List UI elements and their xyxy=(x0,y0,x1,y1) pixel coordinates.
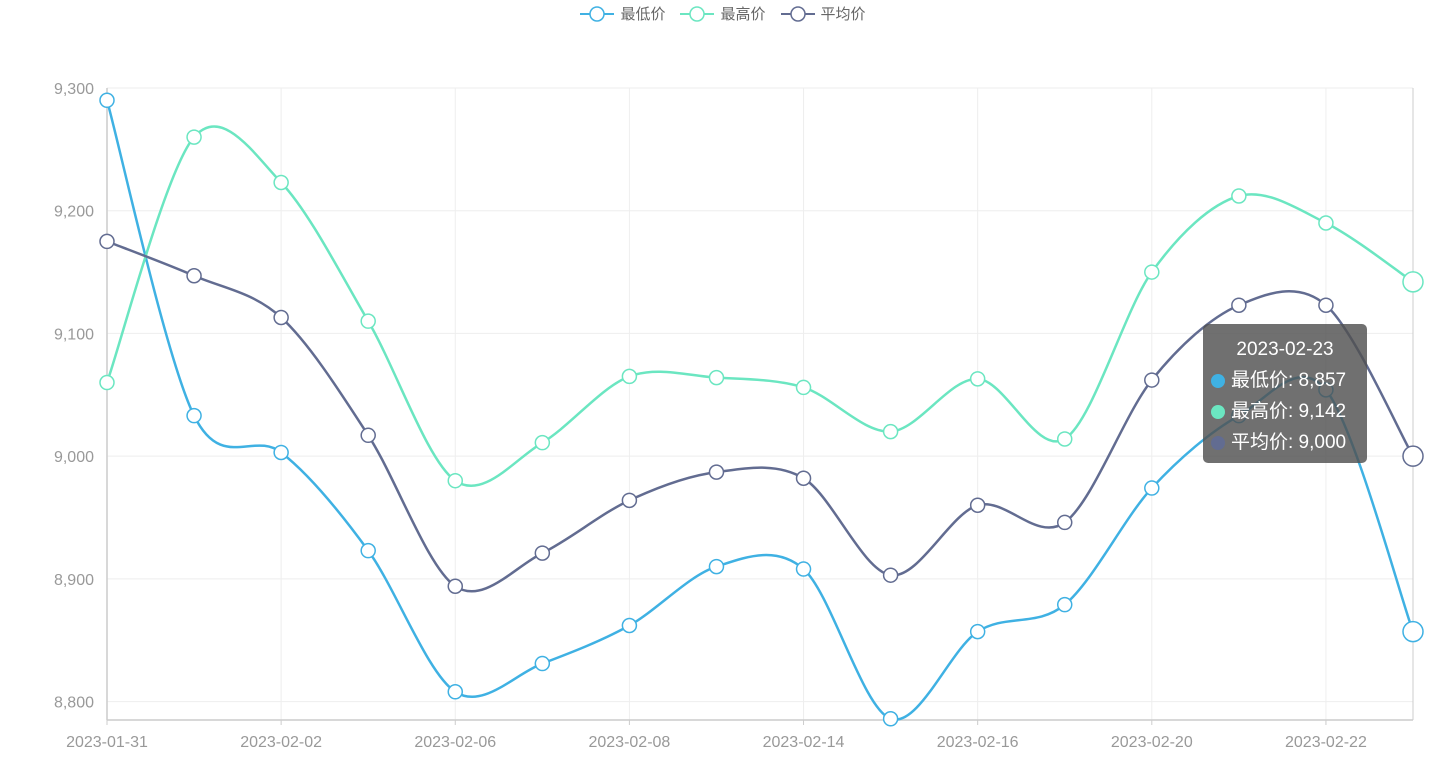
data-point xyxy=(1402,620,1424,643)
legend-line-icon xyxy=(580,5,615,22)
data-point xyxy=(99,233,115,250)
legend-line-icon xyxy=(680,5,715,22)
series-marker-icon xyxy=(1211,373,1225,388)
data-point xyxy=(1318,297,1334,313)
data-point xyxy=(969,623,986,640)
data-point xyxy=(447,578,464,594)
data-point xyxy=(621,617,638,634)
data-point xyxy=(273,444,289,461)
data-point xyxy=(795,379,812,396)
tooltip-row-label: 最高价: 9,142 xyxy=(1231,401,1347,422)
x-tick-label: 2023-02-20 xyxy=(1111,734,1193,751)
data-point xyxy=(534,655,551,672)
data-point xyxy=(447,684,464,700)
data-point xyxy=(1056,431,1073,447)
x-tick-label: 2023-01-31 xyxy=(66,734,148,751)
data-point xyxy=(1402,271,1424,293)
x-tick-label: 2023-02-14 xyxy=(763,734,845,751)
tooltip-row-avg: 平均价: 9,000 xyxy=(1211,427,1359,458)
data-point xyxy=(795,470,812,486)
x-tick-label: 2023-02-16 xyxy=(937,734,1019,751)
data-point xyxy=(1144,264,1160,280)
data-point xyxy=(1318,215,1334,231)
legend-item-avg[interactable]: 平均价 xyxy=(780,3,866,24)
legend-line-icon xyxy=(780,5,815,22)
legend-label: 最低价 xyxy=(620,6,666,23)
legend: 最低价 最高价 平均价 xyxy=(0,3,1445,24)
tooltip-row-max: 最高价: 9,142 xyxy=(1211,396,1359,427)
tooltip-row-label: 最低价: 8,857 xyxy=(1231,370,1347,391)
data-point xyxy=(273,309,289,326)
data-point xyxy=(99,92,115,109)
x-tick-label: 2023-02-02 xyxy=(240,734,322,751)
data-point xyxy=(186,129,202,145)
data-point xyxy=(708,369,725,386)
x-tick-label: 2023-02-22 xyxy=(1285,734,1367,751)
tooltip: 2023-02-23 最低价: 8,857 最高价: 9,142 平均价: 9,… xyxy=(1203,324,1367,463)
y-tick-label: 9,100 xyxy=(54,326,94,343)
data-point xyxy=(1144,480,1160,496)
data-point xyxy=(708,464,725,480)
data-point xyxy=(1231,188,1247,204)
y-tick-label: 9,200 xyxy=(54,204,94,221)
data-point xyxy=(360,313,376,329)
data-point xyxy=(360,542,376,559)
data-point xyxy=(273,174,289,191)
data-point xyxy=(1144,372,1160,388)
data-point xyxy=(1056,514,1073,531)
legend-item-min[interactable]: 最低价 xyxy=(579,3,665,24)
data-point xyxy=(1231,297,1247,313)
data-point xyxy=(534,545,551,561)
data-point xyxy=(795,561,812,577)
tooltip-row-min: 最低价: 8,857 xyxy=(1211,365,1359,396)
data-point xyxy=(186,407,202,424)
data-point xyxy=(360,427,376,444)
y-tick-label: 8,900 xyxy=(54,572,94,589)
y-tick-label: 9,000 xyxy=(54,449,94,466)
legend-item-max[interactable]: 最高价 xyxy=(679,3,766,24)
data-point xyxy=(969,371,986,387)
data-point xyxy=(708,558,725,575)
data-point xyxy=(447,472,464,489)
data-point xyxy=(186,268,202,284)
series-marker-icon xyxy=(1211,404,1225,419)
x-tick-label: 2023-02-08 xyxy=(588,734,670,751)
y-tick-label: 9,300 xyxy=(54,81,94,98)
data-point xyxy=(621,492,638,509)
series-marker-icon xyxy=(1211,435,1225,450)
data-point xyxy=(882,567,899,583)
data-point xyxy=(621,368,638,385)
data-point xyxy=(882,423,899,440)
data-point xyxy=(1056,596,1073,613)
y-tick-label: 8,800 xyxy=(54,695,94,712)
data-point xyxy=(1402,445,1424,467)
legend-label: 最高价 xyxy=(720,6,766,23)
x-tick-label: 2023-02-06 xyxy=(414,734,496,751)
data-point xyxy=(534,434,551,451)
legend-label: 平均价 xyxy=(820,6,866,23)
data-point xyxy=(882,711,899,727)
data-point xyxy=(99,374,115,391)
data-point xyxy=(969,497,986,513)
tooltip-title: 2023-02-23 xyxy=(1236,339,1334,360)
tooltip-row-label: 平均价: 9,000 xyxy=(1231,432,1347,453)
